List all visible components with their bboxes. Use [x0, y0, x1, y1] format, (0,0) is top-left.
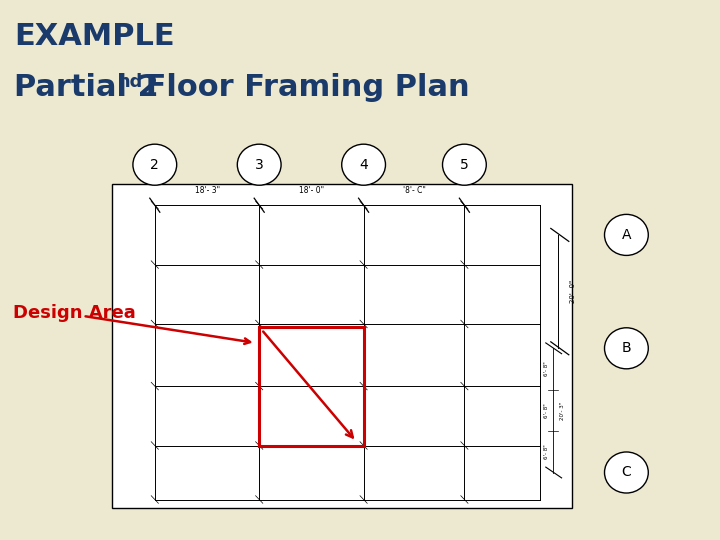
Text: C: C — [621, 465, 631, 480]
Text: 4: 4 — [359, 158, 368, 172]
Text: 20'- 3": 20'- 3" — [560, 401, 565, 420]
Ellipse shape — [238, 144, 281, 185]
Text: 18'- 3": 18'- 3" — [195, 186, 220, 194]
Ellipse shape — [443, 144, 486, 185]
Text: EXAMPLE: EXAMPLE — [14, 22, 175, 51]
Ellipse shape — [605, 452, 648, 493]
Bar — [112, 184, 572, 508]
Text: 3: 3 — [255, 158, 264, 172]
Text: 5: 5 — [460, 158, 469, 172]
Text: 6'- 8": 6'- 8" — [544, 403, 549, 418]
Text: 20'- 0": 20'- 0" — [570, 280, 575, 303]
Text: B: B — [621, 341, 631, 355]
Ellipse shape — [342, 144, 385, 185]
Text: '8'- C": '8'- C" — [402, 186, 426, 194]
Text: 6'- 8": 6'- 8" — [544, 362, 549, 376]
Text: nd: nd — [117, 73, 143, 91]
Text: 18'- 0": 18'- 0" — [300, 186, 324, 194]
Text: 6'- 8": 6'- 8" — [544, 444, 549, 459]
Text: A: A — [621, 228, 631, 242]
Ellipse shape — [605, 328, 648, 369]
Text: Partial 2: Partial 2 — [14, 73, 159, 102]
Text: 2: 2 — [150, 158, 159, 172]
Text: Design Area: Design Area — [13, 304, 135, 322]
Text: Floor Framing Plan: Floor Framing Plan — [135, 73, 470, 102]
Ellipse shape — [605, 214, 648, 255]
Bar — [259, 327, 364, 446]
Ellipse shape — [133, 144, 176, 185]
